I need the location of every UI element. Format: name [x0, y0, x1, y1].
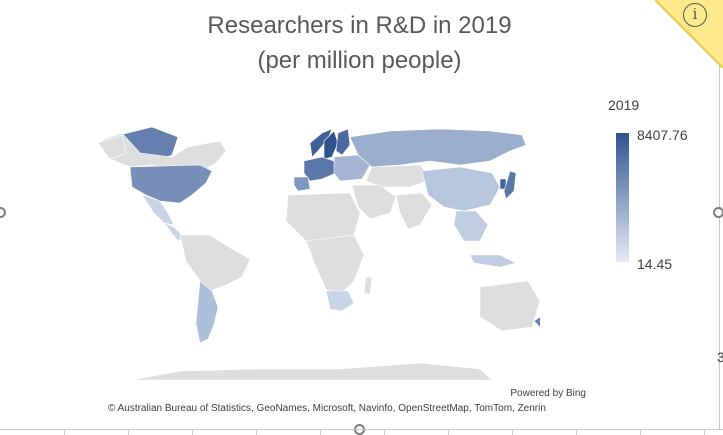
region-mexico: [141, 194, 175, 226]
sheet-grid-cells: [0, 429, 723, 435]
region-sweden: [323, 130, 339, 160]
region-alaska: [97, 134, 127, 160]
chart-title-line1: Researchers in R&D in 2019: [207, 12, 512, 39]
map-attribution: © Australian Bureau of Statistics, GeoNa…: [108, 403, 546, 414]
region-madagascar: [363, 276, 373, 296]
legend-color-scale: [616, 133, 629, 262]
region-new-zealand: [533, 316, 540, 328]
region-north-south-america: [179, 234, 251, 292]
legend-min-label: 14.45: [637, 256, 673, 272]
info-corner-border: [655, 0, 723, 68]
region-middle-east: [351, 184, 397, 220]
world-map[interactable]: [60, 95, 540, 390]
info-icon[interactable]: i: [683, 3, 707, 27]
resize-handle-left[interactable]: [0, 207, 6, 218]
region-central-africa: [305, 234, 365, 296]
legend-max-label: 8407.76: [637, 127, 688, 143]
region-indonesia: [469, 254, 517, 268]
region-usa: [129, 164, 213, 204]
region-central-asia: [365, 164, 433, 188]
region-argentina: [195, 280, 219, 344]
cell-text-fragment: 3: [717, 349, 723, 365]
region-australia: [479, 280, 540, 332]
region-antarctica: [131, 362, 493, 381]
chart-title-line2: (per million people): [257, 47, 462, 74]
region-china: [421, 166, 501, 212]
resize-handle-right[interactable]: [713, 207, 723, 218]
region-western-europe: [303, 156, 337, 182]
legend-title: 2019: [608, 97, 640, 113]
region-russia: [349, 128, 527, 168]
region-south-asia: [395, 192, 433, 230]
region-southeast-asia: [453, 210, 489, 242]
region-iberia: [293, 176, 311, 192]
region-finland: [335, 128, 351, 156]
powered-by-text: Powered by Bing: [510, 388, 586, 399]
region-south-africa: [325, 290, 355, 312]
region-japan: [503, 170, 517, 200]
chart-title: Researchers in R&D in 2019 (per million …: [0, 8, 719, 78]
sheet-gridline: [0, 429, 723, 430]
